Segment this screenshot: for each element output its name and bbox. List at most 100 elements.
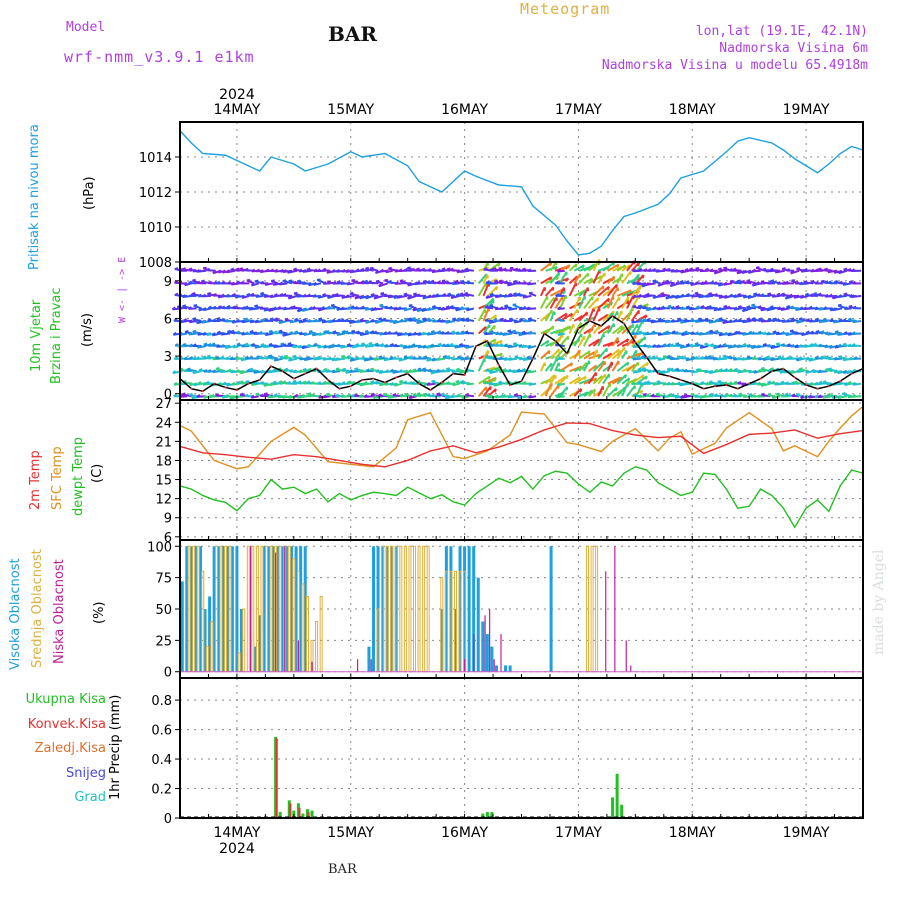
mid-cloud-bar (201, 570, 205, 673)
top-date-label: 19MAY (783, 102, 830, 118)
bottom-date-label: 18MAY (669, 825, 716, 841)
wind-arrow-head (847, 394, 852, 399)
wind-arrow-head (230, 281, 235, 286)
wind-arrow-head (345, 369, 349, 374)
y-tick-label: 15 (155, 474, 172, 489)
t2m-line-point (794, 429, 796, 431)
wind-arrow-head (746, 305, 751, 309)
wind-arrow-head (192, 356, 197, 360)
wind-arrow-head (507, 306, 512, 311)
wind-arrow-head (642, 294, 647, 298)
pressure-line-point (828, 163, 830, 165)
wind-arrow-head (411, 381, 416, 385)
wind-arrow-head (828, 293, 833, 298)
wind-arrow-head (713, 393, 718, 397)
bottom-date-label: 15MAY (327, 825, 374, 841)
pressure-line-point (407, 165, 409, 167)
wind-speed-point (714, 385, 717, 388)
wind-arrow-head (718, 332, 723, 337)
wind-arrow-head (645, 380, 650, 384)
wind-arrow-head (260, 343, 265, 347)
wind-arrow-head (675, 342, 680, 346)
wind-arrow-head (837, 394, 842, 399)
wind-arrow-head (652, 381, 657, 386)
wind-arrow-head (645, 282, 650, 286)
mid-cloud-bar (408, 545, 412, 673)
wind-speed-point (566, 352, 569, 355)
wind-arrow-head (632, 294, 637, 299)
wind-arrow-head (824, 355, 829, 359)
wind-arrow-head (632, 369, 637, 374)
wind-arrow-head (370, 392, 375, 396)
wind-arrow-head (207, 291, 212, 295)
high-cloud-bar (372, 546, 376, 672)
wind-arrow-head (173, 318, 178, 322)
wind-arrow-head (360, 356, 366, 360)
mid-cloud-bar (595, 545, 599, 673)
wind-arrow-head (607, 298, 611, 303)
wind-arrow-head (289, 331, 294, 335)
wind-arrow-head (551, 287, 555, 291)
wind-arrow-head (254, 304, 259, 308)
sfc-temp-line-point (213, 459, 215, 462)
wind-arrow (621, 296, 630, 309)
wind-arrow (549, 348, 560, 360)
wind-arrow-head (283, 354, 288, 358)
sfc-temp-line-point (350, 463, 352, 465)
wind-arrow-head (365, 368, 370, 372)
bottom-date-label: 14MAY (213, 825, 260, 841)
wind-arrow-head (197, 293, 202, 298)
wind-arrow-head (722, 343, 727, 347)
wind-arrow-head (723, 294, 728, 299)
wind-arrow-head (843, 292, 848, 296)
wind-arrow-head (843, 382, 848, 386)
high-cloud-bar (185, 546, 189, 672)
t2m-line-point (429, 450, 432, 452)
wind-arrow-head (527, 317, 532, 321)
wind-arrow-head (417, 356, 422, 360)
wind-arrow-head (335, 367, 340, 371)
wind-arrow-head (423, 382, 428, 386)
wind-arrow (482, 282, 490, 297)
sfc-temp-line-point (452, 456, 454, 458)
wind-arrow-head (499, 340, 503, 345)
wind-arrow-head (700, 355, 705, 360)
wind-arrow-head (794, 344, 799, 348)
wind-arrow-head (786, 343, 791, 347)
wind-arrow-head (705, 331, 710, 335)
wind-arrow-head (694, 280, 699, 285)
total-rain-bar (490, 812, 494, 818)
wind-arrow-head (464, 355, 469, 360)
wind-arrow-head (675, 280, 680, 285)
wind-arrow-head (311, 332, 316, 337)
wind-arrow-head (370, 330, 375, 334)
wind-arrow-head (814, 280, 819, 285)
high-cloud-bar (458, 546, 462, 672)
dewpoint-line-point (589, 491, 591, 493)
total-rain-bar (310, 810, 314, 818)
wind-arrow-head (851, 280, 857, 285)
wind-arrow-head (221, 269, 226, 274)
wind-arrow-head (346, 306, 351, 310)
wind-arrow-head (229, 369, 234, 374)
wind-arrow-head (625, 338, 630, 343)
wind-arrow-head (597, 353, 602, 358)
dewpoint-line-point (429, 498, 432, 500)
wind-arrow-head (216, 330, 221, 334)
wind-arrow-head (440, 330, 445, 335)
wind-arrow-head (633, 385, 636, 390)
wind-arrow-head (301, 307, 306, 312)
wind-arrow-head (440, 306, 445, 311)
wind-arrow-head (327, 319, 332, 324)
wind-arrow-head (293, 291, 298, 295)
wind-arrow-head (833, 269, 838, 274)
wind-arrow-head (666, 267, 671, 272)
wind-arrow-head (459, 269, 464, 273)
wind-arrow-head (358, 394, 363, 398)
wind-arrow-head (403, 267, 408, 272)
t2m-line-point (839, 433, 841, 435)
wind-arrow-head (502, 267, 507, 271)
wind-arrow-head (822, 380, 827, 384)
wind-arrow-head (220, 331, 225, 336)
wind-arrow-head (385, 369, 390, 373)
